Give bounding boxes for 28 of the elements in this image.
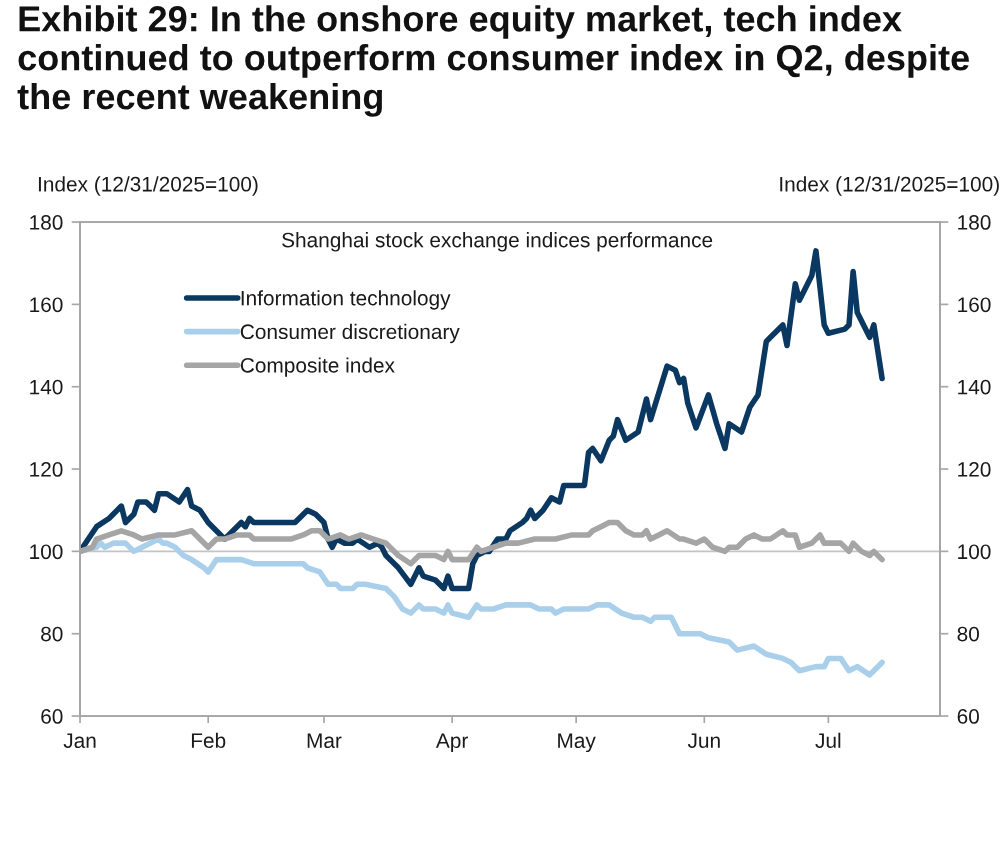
x-tick-label: Mar xyxy=(307,733,342,749)
y-tick-label: 180 xyxy=(30,215,63,230)
y2-tick-label: 100 xyxy=(958,544,991,560)
y2-tick-label: 80 xyxy=(957,626,979,642)
x-tick-label: May xyxy=(558,733,596,753)
y2-tick-label: 60 xyxy=(957,709,979,724)
y2-tick-label: 120 xyxy=(958,462,991,477)
x-tick-label: Jul xyxy=(815,732,841,749)
y-axis-title: Index (12/31/2025=100) xyxy=(38,176,258,196)
chart-subtitle: Shanghai stock exchange indices performance xyxy=(282,232,713,252)
legend-label: Composite index xyxy=(240,357,395,377)
y2-tick-label: 140 xyxy=(958,379,991,395)
y-tick-label: 120 xyxy=(30,462,63,477)
chart-title: Exhibit 29: In the onshore equity market, tech index continued to outperform consumer index in Q2, despite the recent weakening xyxy=(17,5,969,117)
y2-tick-label: 180 xyxy=(958,215,991,230)
x-tick-label: Apr xyxy=(435,733,468,753)
x-tick-label: Jun xyxy=(687,733,720,749)
y-tick-label: 160 xyxy=(30,297,63,313)
y2-tick-label: 160 xyxy=(958,297,991,313)
y-tick-label: 140 xyxy=(30,379,63,395)
legend-label: Information technology xyxy=(241,290,451,310)
legend-label: Consumer discretionary xyxy=(240,323,460,344)
y-tick-label: 80 xyxy=(41,626,63,642)
y2-axis-title: Index (12/31/2025=100) xyxy=(780,176,999,196)
y-tick-label: 100 xyxy=(30,544,63,560)
y-tick-label: 60 xyxy=(41,709,63,724)
x-tick-label: Feb xyxy=(191,732,226,749)
x-tick-label: Jan xyxy=(63,733,96,749)
